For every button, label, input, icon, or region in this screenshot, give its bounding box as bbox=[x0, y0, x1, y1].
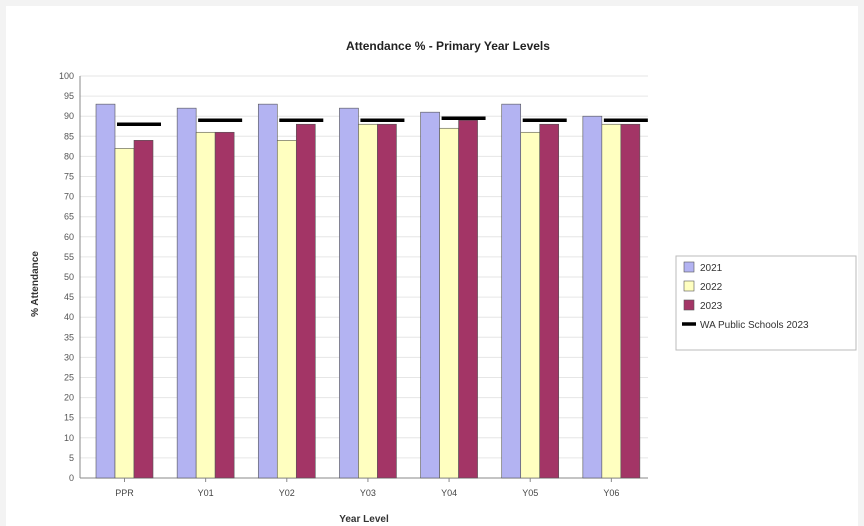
y-tick-label: 35 bbox=[64, 332, 74, 342]
bar-2021-ppr bbox=[95, 103, 116, 479]
bar-2021-y01 bbox=[176, 107, 197, 479]
y-tick-label: 95 bbox=[64, 91, 74, 101]
y-tick-label: 25 bbox=[64, 373, 74, 383]
bars bbox=[95, 103, 641, 479]
x-tick-label-y05: Y05 bbox=[522, 488, 538, 498]
bar-2022-y05 bbox=[520, 131, 541, 479]
y-tick-label: 70 bbox=[64, 192, 74, 202]
bar-2022-y03 bbox=[358, 123, 378, 479]
y-tick-label: 5 bbox=[69, 453, 74, 463]
reference-markers bbox=[117, 116, 648, 126]
bar-2021-y05 bbox=[501, 103, 522, 479]
y-tick-label: 60 bbox=[64, 232, 74, 242]
y-tick-label: 75 bbox=[64, 172, 74, 182]
bar-2021-y04 bbox=[420, 111, 440, 479]
bar-2022-y06 bbox=[601, 123, 622, 479]
legend-swatch-2021 bbox=[683, 261, 695, 273]
y-axis-label: % Attendance bbox=[30, 251, 41, 317]
x-tick-label-y04: Y04 bbox=[441, 488, 457, 498]
bar-2021-y03 bbox=[339, 107, 359, 479]
x-tick-label-y02: Y02 bbox=[279, 488, 295, 498]
bar-2021-y06 bbox=[582, 115, 603, 479]
legend-label-reference: WA Public Schools 2023 bbox=[700, 320, 809, 331]
legend-box bbox=[675, 255, 857, 351]
y-tick-label: 55 bbox=[64, 252, 74, 262]
x-tick-label-y03: Y03 bbox=[360, 488, 376, 498]
bar-2022-ppr bbox=[114, 148, 135, 479]
y-tick-label: 0 bbox=[69, 473, 74, 483]
bar-2021-y02 bbox=[257, 103, 278, 479]
legend-swatch-2023 bbox=[683, 299, 695, 311]
y-tick-label: 40 bbox=[64, 312, 74, 322]
y-tick-label: 50 bbox=[64, 272, 74, 282]
y-tick-label: 45 bbox=[64, 292, 74, 302]
x-tick-label-y01: Y01 bbox=[198, 488, 214, 498]
x-tick-label-ppr: PPR bbox=[115, 488, 134, 498]
y-tick-label: 85 bbox=[64, 131, 74, 141]
y-tick-label: 65 bbox=[64, 212, 74, 222]
chart-title: Attendance % - Primary Year Levels bbox=[346, 39, 550, 53]
bar-2022-y04 bbox=[439, 127, 459, 479]
bar-2023-y06 bbox=[620, 123, 641, 479]
x-axis-label: Year Level bbox=[339, 514, 389, 525]
x-tick-label-y06: Y06 bbox=[603, 488, 619, 498]
y-tick-label: 100 bbox=[59, 71, 74, 81]
legend: 2021 2022 2023 WA Public Schools 2023 bbox=[675, 255, 857, 351]
chart-panel: Attendance % - Primary Year Levels % Att… bbox=[6, 6, 858, 526]
y-tick-label: 20 bbox=[64, 393, 74, 403]
bar-2023-y05 bbox=[539, 123, 560, 479]
y-tick-label: 80 bbox=[64, 151, 74, 161]
legend-label-2022: 2022 bbox=[700, 282, 723, 293]
bar-2023-y04 bbox=[458, 119, 478, 479]
bar-2023-y03 bbox=[377, 123, 397, 479]
y-axis-ticks: 0 5 10 15 20 25 30 35 40 45 50 55 60 65 70 75 80 85 90 95 10… bbox=[59, 71, 74, 483]
legend-label-2023: 2023 bbox=[700, 301, 723, 312]
y-tick-label: 15 bbox=[64, 413, 74, 423]
legend-label-2021: 2021 bbox=[700, 263, 723, 274]
bar-2022-y01 bbox=[195, 131, 216, 479]
bar-2022-y02 bbox=[276, 140, 297, 479]
y-tick-label: 10 bbox=[64, 433, 74, 443]
bar-2023-y01 bbox=[214, 131, 235, 479]
attendance-chart: Attendance % - Primary Year Levels % Att… bbox=[30, 39, 857, 525]
y-tick-label: 90 bbox=[64, 111, 74, 121]
bar-2023-ppr bbox=[133, 140, 154, 479]
legend-swatch-2022 bbox=[683, 280, 695, 292]
bar-2023-y02 bbox=[295, 123, 316, 479]
x-axis-ticks: PPR Y01 Y02 Y03 Y04 Y05 Y06 bbox=[115, 478, 619, 498]
y-tick-label: 30 bbox=[64, 352, 74, 362]
